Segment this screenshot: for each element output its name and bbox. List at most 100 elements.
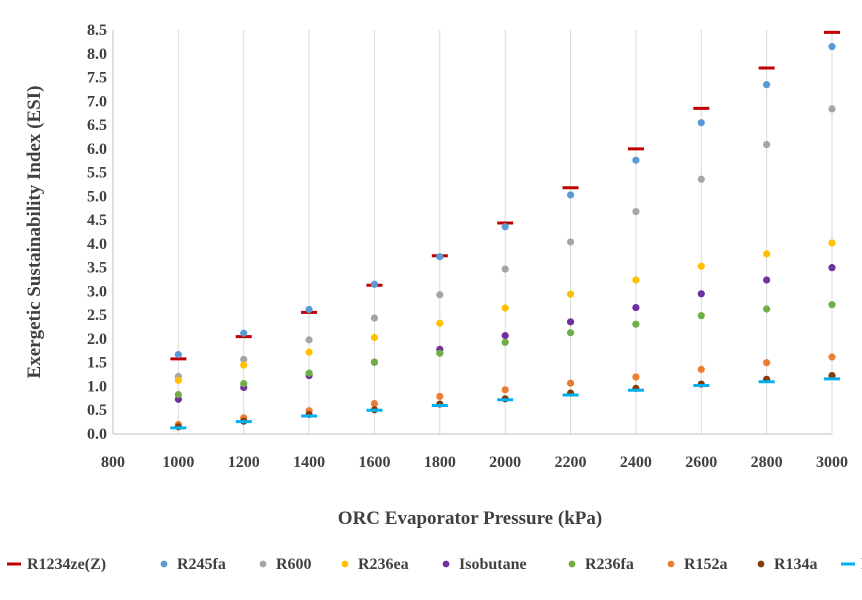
data-point: [632, 304, 639, 311]
data-point: [502, 386, 509, 393]
x-tick-label: 800: [101, 454, 125, 471]
y-tick-label: 1.5: [87, 355, 107, 372]
data-point: [567, 291, 574, 298]
y-tick-label: 0.0: [87, 426, 107, 443]
data-point: [371, 400, 378, 407]
data-point: [828, 353, 835, 360]
x-tick-label: 1200: [228, 454, 260, 471]
data-point: [828, 43, 835, 50]
axes: [113, 30, 832, 434]
y-tick-label: 3.0: [87, 283, 107, 300]
legend-marker: [342, 561, 349, 568]
data-point: [828, 105, 835, 112]
data-point: [502, 332, 509, 339]
x-tick-label: 2800: [751, 454, 783, 471]
data-point: [632, 276, 639, 283]
y-tick-label: 2.0: [87, 331, 107, 348]
x-tick-label: 2200: [555, 454, 587, 471]
data-point: [698, 290, 705, 297]
data-point: [240, 380, 247, 387]
y-tick-label: 8.0: [87, 46, 107, 63]
data-point: [502, 265, 509, 272]
data-point: [567, 191, 574, 198]
data-point: [305, 349, 312, 356]
data-point: [763, 276, 770, 283]
y-tick-label: 6.5: [87, 117, 107, 134]
y-tick-label: 7.5: [87, 70, 107, 87]
legend-marker: [161, 561, 168, 568]
legend-label: R245fa: [177, 556, 226, 573]
x-tick-label: 2400: [620, 454, 652, 471]
legend-marker: [260, 561, 267, 568]
data-point: [502, 304, 509, 311]
data-point: [371, 281, 378, 288]
data-point: [698, 312, 705, 319]
x-tick-label: 2600: [685, 454, 717, 471]
data-point: [828, 264, 835, 271]
y-tick-label: 8.5: [87, 22, 107, 39]
data-point: [305, 306, 312, 313]
legend-item: R245fa: [161, 556, 226, 573]
x-axis-title: ORC Evaporator Pressure (kPa): [338, 508, 602, 529]
legend-label: Isobutane: [459, 556, 527, 573]
data-point: [763, 305, 770, 312]
legend-label: R236ea: [358, 556, 409, 573]
data-point: [632, 321, 639, 328]
y-tick-labels: 0.0 0.5 1.0 1.5 2.0 2.5 3.0 3.5 4.0 4.5 5.0 5.5 6.0 6…: [87, 22, 107, 443]
data-point: [567, 329, 574, 336]
legend-item: R134a: [758, 556, 818, 573]
legend-item: R236ea: [342, 556, 409, 573]
legend-item: R1234yf: [841, 556, 862, 573]
data-point: [567, 380, 574, 387]
data-point: [371, 334, 378, 341]
legend-label: R152a: [684, 556, 728, 573]
data-point: [436, 291, 443, 298]
y-tick-label: 5.5: [87, 165, 107, 182]
data-point: [502, 223, 509, 230]
legend-item: R152a: [668, 556, 728, 573]
data-point: [240, 361, 247, 368]
x-tick-label: 1600: [358, 454, 390, 471]
data-point: [763, 81, 770, 88]
data-point: [632, 157, 639, 164]
data-point: [436, 393, 443, 400]
data-point: [698, 176, 705, 183]
data-point: [632, 373, 639, 380]
data-point: [828, 301, 835, 308]
legend: R1234ze(Z) R245fa R600 R236ea Isobutane R236f…: [7, 556, 862, 573]
legend-marker: [569, 561, 576, 568]
data-point: [371, 359, 378, 366]
y-tick-label: 3.5: [87, 260, 107, 277]
data-point: [175, 377, 182, 384]
y-tick-label: 1.0: [87, 378, 107, 395]
legend-marker: [443, 561, 450, 568]
data-point: [436, 320, 443, 327]
data-point: [436, 253, 443, 260]
data-point: [632, 208, 639, 215]
y-tick-label: 2.5: [87, 307, 107, 324]
x-tick-label: 1400: [293, 454, 325, 471]
data-point: [436, 350, 443, 357]
legend-label: R134a: [774, 556, 818, 573]
data-point: [305, 336, 312, 343]
gridlines: [178, 30, 832, 434]
legend-label: R1234ze(Z): [27, 556, 106, 573]
y-tick-label: 0.5: [87, 402, 107, 419]
legend-item: Isobutane: [443, 556, 527, 573]
legend-label: R600: [276, 556, 312, 573]
x-tick-label: 1000: [162, 454, 194, 471]
data-point: [763, 250, 770, 257]
y-axis-title: Exergetic Sustainability Index (ESI): [24, 86, 45, 379]
data-point: [371, 314, 378, 321]
data-point: [305, 370, 312, 377]
y-tick-label: 4.5: [87, 212, 107, 229]
x-tick-label: 3000: [816, 454, 848, 471]
x-tick-label: 2000: [489, 454, 521, 471]
y-tick-label: 4.0: [87, 236, 107, 253]
legend-marker: [668, 561, 675, 568]
data-point: [763, 359, 770, 366]
data-point: [698, 366, 705, 373]
y-tick-label: 7.0: [87, 93, 107, 110]
